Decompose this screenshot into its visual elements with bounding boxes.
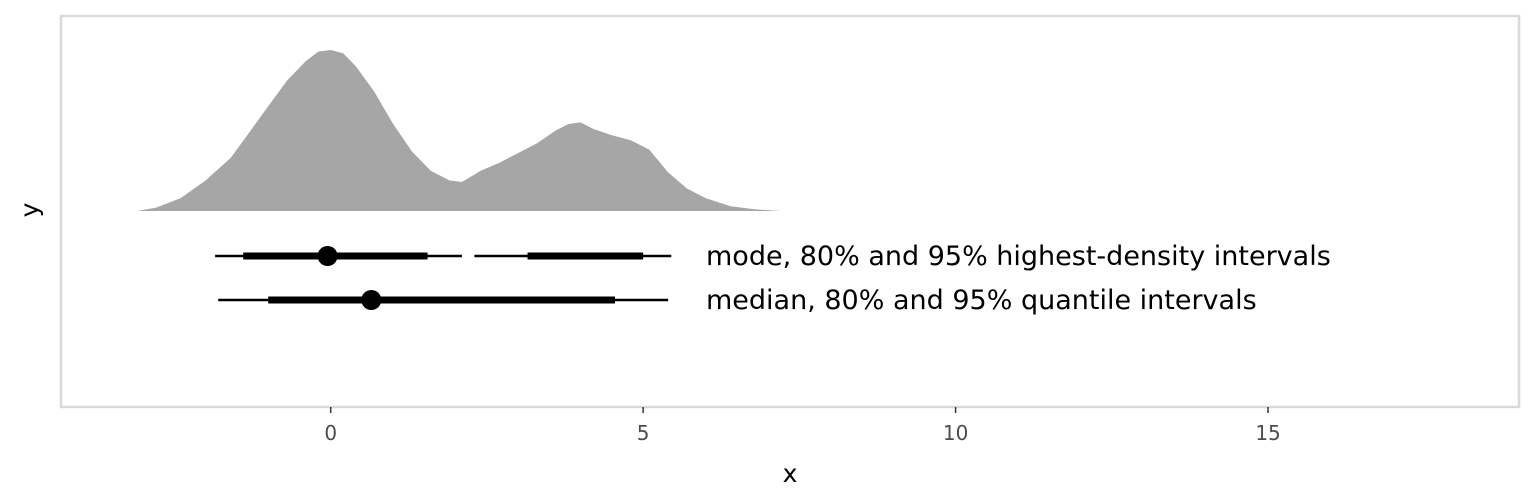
interval-layer: mode, 80% and 95% highest-density interv… — [215, 241, 1331, 316]
interval-row: mode, 80% and 95% highest-density interv… — [215, 241, 1331, 272]
point-estimate — [361, 290, 382, 310]
interval-row: median, 80% and 95% quantile intervals — [218, 285, 1257, 316]
series-label: median, 80% and 95% quantile intervals — [706, 285, 1257, 316]
density-layer — [137, 50, 819, 211]
y-axis-title: y — [15, 202, 44, 217]
density-area — [137, 50, 819, 211]
point-estimate — [317, 246, 338, 266]
x-axis-title: x — [783, 459, 798, 488]
x-tick-label: 5 — [637, 421, 650, 445]
panel-border — [59, 14, 1521, 409]
x-axis: 0 5 10 15 — [324, 407, 1281, 445]
series-label: mode, 80% and 95% highest-density interv… — [706, 241, 1331, 272]
x-tick-label: 15 — [1255, 421, 1280, 445]
x-tick-label: 10 — [943, 421, 968, 445]
x-tick-label: 0 — [324, 421, 337, 445]
